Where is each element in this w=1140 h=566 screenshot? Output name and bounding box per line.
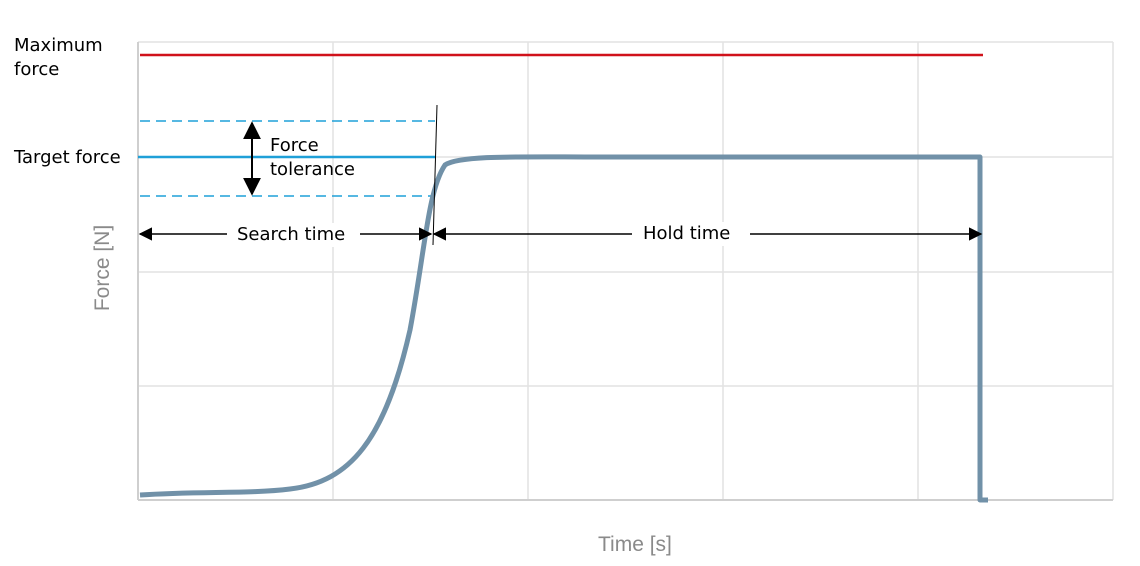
grid — [138, 41, 1114, 500]
x-axis-label: Time [s] — [598, 533, 672, 556]
tolerance-label: Force tolerance — [270, 135, 355, 180]
max-force-label: Maximum force — [14, 34, 114, 82]
target-force-label: Target force — [14, 146, 121, 170]
y-axis-label: Force [N] — [91, 224, 114, 312]
search-time-label: Search time — [237, 223, 346, 247]
force-curve — [139, 154, 988, 503]
hold-time-label: Hold time — [643, 222, 731, 246]
marker-line — [432, 104, 438, 246]
